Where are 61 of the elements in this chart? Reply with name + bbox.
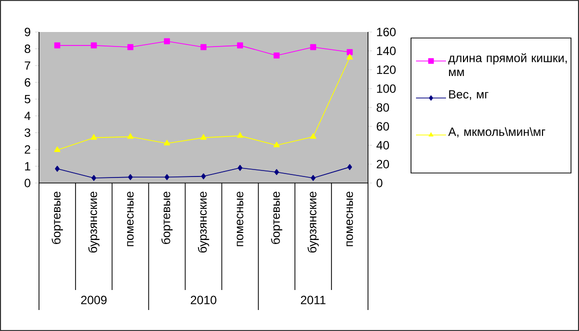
- point: [54, 166, 60, 172]
- point: [54, 146, 60, 152]
- y2-tick-label: 80: [376, 103, 390, 112]
- point: [236, 132, 244, 138]
- point: [200, 134, 207, 140]
- point: [164, 38, 170, 44]
- point: [274, 169, 279, 176]
- y-tick-label: 6: [24, 78, 30, 87]
- point: [310, 174, 316, 181]
- y-tick-label: 3: [24, 128, 30, 137]
- point: [310, 44, 316, 50]
- point: [90, 42, 97, 48]
- point: [346, 54, 353, 60]
- point: [347, 164, 352, 170]
- y2-tick-label: 60: [376, 122, 390, 131]
- point: [274, 52, 280, 58]
- point: [346, 49, 353, 56]
- text: 2009: [81, 296, 107, 304]
- point: [128, 174, 133, 180]
- point: [164, 140, 170, 146]
- point: [238, 164, 242, 171]
- legend-label: длина прямой кишки, мм: [448, 53, 567, 76]
- y2-tick-label: 160: [377, 28, 396, 36]
- y2-tick-label: 40: [376, 141, 390, 150]
- point: [127, 133, 134, 139]
- x-tick-label: бурзянские: [308, 192, 319, 253]
- point: [237, 42, 244, 48]
- y2-tick-label: 0: [376, 178, 382, 188]
- point: [273, 142, 280, 148]
- point: [91, 174, 96, 181]
- x-tick-label: бортевые: [52, 192, 63, 244]
- y-tick-label: 0: [24, 178, 30, 188]
- x-tick-label: бурзянские: [88, 192, 100, 253]
- y-tick-label: 5: [24, 94, 30, 104]
- point: [90, 134, 98, 140]
- x-tick-label: бортевые: [270, 192, 282, 244]
- legend-label: А, мкмоль\мин\мг: [448, 127, 546, 138]
- point: [310, 133, 316, 139]
- y-tick-label: 2: [24, 145, 30, 154]
- point: [127, 44, 134, 50]
- legend-label: Вес, мг: [449, 90, 488, 100]
- y-tick-label: 7: [24, 61, 30, 70]
- y-tick-label: 9: [24, 28, 30, 36]
- text: 2011: [300, 296, 326, 304]
- x-tick-label: бортевые: [161, 192, 173, 244]
- y2-tick-label: 140: [377, 46, 396, 56]
- y2-tick-label: 120: [377, 66, 396, 74]
- y-tick-label: 1: [25, 162, 30, 170]
- text: 2010: [190, 296, 216, 304]
- y-tick-label: 4: [24, 112, 30, 120]
- point: [201, 173, 206, 180]
- y2-tick-label: 20: [376, 160, 390, 168]
- point: [200, 44, 206, 50]
- y2-tick-label: 100: [377, 84, 396, 93]
- point: [54, 42, 60, 48]
- x-tick-label: помесные: [236, 192, 244, 246]
- x-tick-label: помесные: [346, 192, 353, 246]
- y-tick-label: 8: [24, 44, 30, 54]
- x-tick-label: бурзянские: [198, 192, 210, 253]
- x-tick-label: помесные: [127, 192, 134, 246]
- point: [164, 174, 170, 180]
